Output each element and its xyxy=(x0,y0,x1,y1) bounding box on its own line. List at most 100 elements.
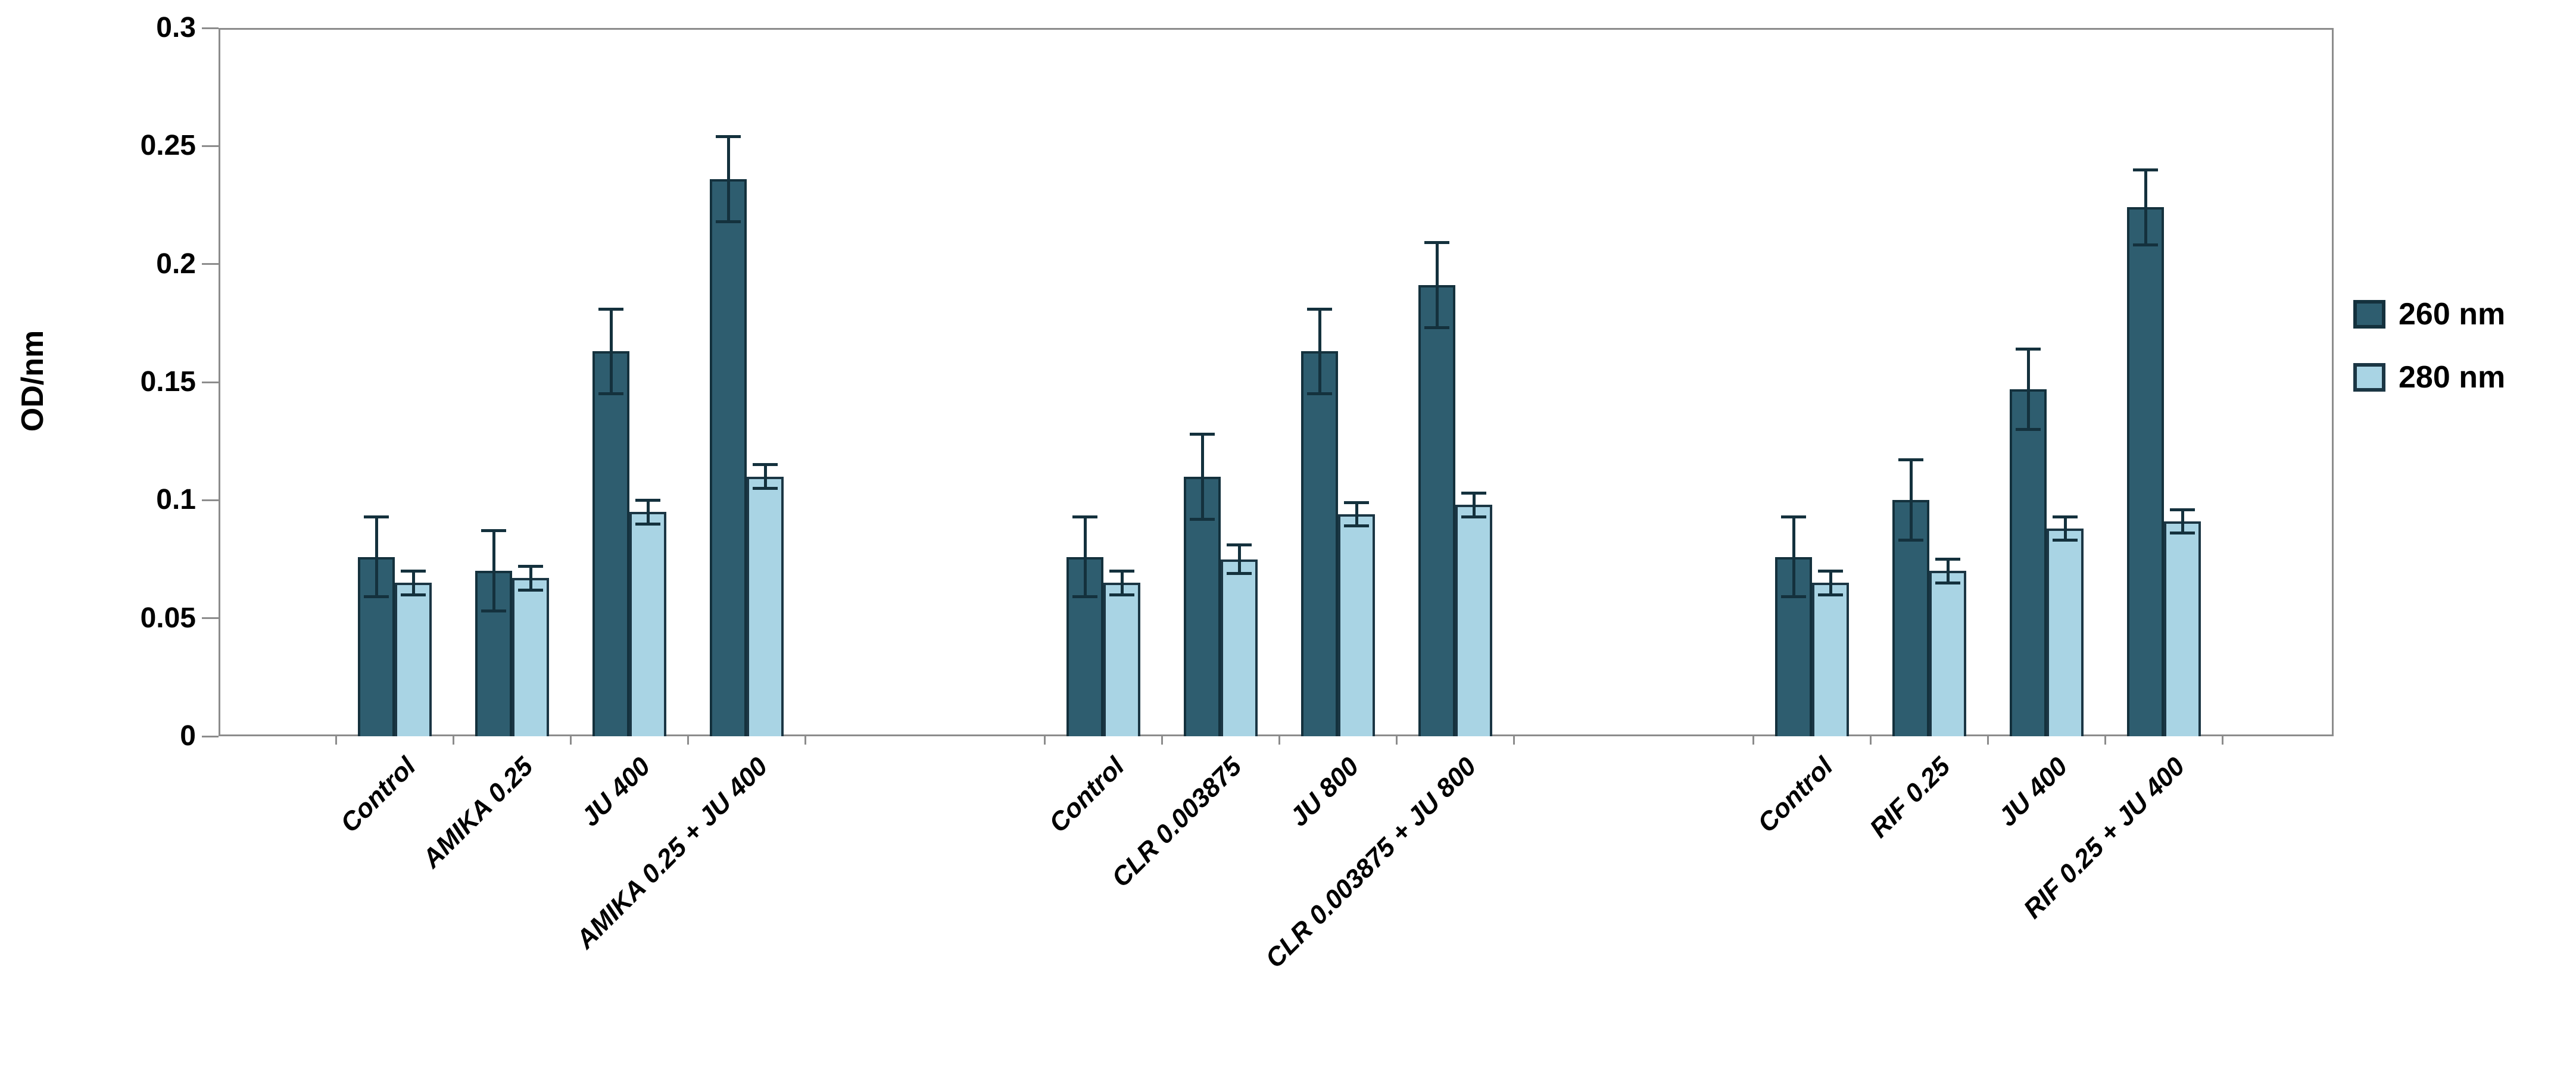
error-bar xyxy=(1344,524,1369,528)
x-axis-tick xyxy=(570,736,572,745)
x-axis-tick xyxy=(1513,736,1515,745)
legend-label-260nm: 260 nm xyxy=(2399,297,2506,332)
y-axis-tick xyxy=(202,145,219,147)
error-bar xyxy=(1781,515,1806,518)
bar-260nm-JU-400 xyxy=(2010,389,2047,736)
y-tick-label: 0.3 xyxy=(156,12,196,43)
legend-item-280nm: 280 nm xyxy=(2353,360,2505,395)
error-bar xyxy=(481,529,506,533)
error-bar xyxy=(2144,170,2147,245)
error-bar xyxy=(1424,326,1449,330)
y-axis-tick xyxy=(202,735,219,737)
y-tick-label: 0.25 xyxy=(140,130,196,162)
error-bar xyxy=(1109,593,1134,596)
error-bar xyxy=(1307,392,1332,396)
error-bar xyxy=(635,522,660,526)
error-bar xyxy=(1344,501,1369,504)
x-axis-label: Control xyxy=(1752,752,1839,839)
error-bar xyxy=(1818,593,1843,596)
bar-280nm-RIF-0.25 xyxy=(1929,571,1966,736)
bar-280nm-AMIKA-0.25 xyxy=(512,578,549,736)
plot-area-frame xyxy=(219,28,2334,736)
error-bar xyxy=(1829,571,1832,595)
error-bar xyxy=(1946,559,1950,583)
error-bar xyxy=(518,564,543,568)
error-bar xyxy=(716,135,741,138)
x-axis-tick xyxy=(687,736,689,745)
legend: 260 nm 280 nm xyxy=(2353,296,2505,423)
error-bar xyxy=(492,530,495,611)
error-bar xyxy=(1190,432,1215,436)
x-axis-label: RIF 0.25 xyxy=(1864,752,1956,843)
x-axis-tick xyxy=(1044,736,1046,745)
bar-280nm-CLR-0.003875-+-JU-800 xyxy=(1455,505,1492,736)
bar-260nm-JU-400 xyxy=(592,351,629,736)
y-axis-tick xyxy=(202,381,219,383)
bar-280nm-AMIKA-0.25-+-JU-400 xyxy=(747,476,784,736)
x-axis-tick xyxy=(1278,736,1280,745)
x-axis-tick xyxy=(1987,736,1989,745)
x-axis-label: CLR 0.003875 + JU 800 xyxy=(1259,752,1482,974)
error-bar xyxy=(1781,595,1806,599)
error-bar xyxy=(364,595,389,599)
bar-260nm-JU-800 xyxy=(1301,351,1338,736)
error-bar xyxy=(518,588,543,592)
x-axis-tick xyxy=(2222,736,2223,745)
x-axis-label: JU 800 xyxy=(1284,752,1365,832)
error-bar xyxy=(1072,515,1097,518)
x-axis-label: AMIKA 0.25 xyxy=(416,752,539,874)
y-axis-tick xyxy=(202,27,219,29)
error-bar xyxy=(1190,517,1215,521)
x-axis-tick xyxy=(1396,736,1398,745)
error-bar xyxy=(1200,434,1204,520)
error-bar xyxy=(1318,309,1321,394)
error-bar xyxy=(753,487,778,490)
bar-280nm-JU-400 xyxy=(2047,528,2084,736)
x-axis-tick xyxy=(1752,736,1754,745)
bar-280nm-Control xyxy=(395,583,432,736)
error-bar xyxy=(646,500,650,524)
error-bar xyxy=(2181,509,2184,533)
error-bar xyxy=(2016,427,2041,431)
error-bar xyxy=(411,571,415,595)
error-bar xyxy=(2016,347,2041,351)
x-axis-label: JU 400 xyxy=(575,752,656,832)
bar-260nm-AMIKA-0.25 xyxy=(475,571,512,736)
error-bar xyxy=(1435,242,1439,328)
bar-260nm-CLR-0.003875-+-JU-800 xyxy=(1418,285,1455,736)
bar-260nm-AMIKA-0.25-+-JU-400 xyxy=(710,179,747,736)
error-bar xyxy=(609,309,613,394)
bar-280nm-CLR-0.003875 xyxy=(1221,559,1258,736)
bar-280nm-Control xyxy=(1103,583,1140,736)
error-bar xyxy=(763,464,767,489)
y-axis-title: OD/nm xyxy=(15,330,50,432)
error-bar xyxy=(1424,241,1449,245)
error-bar xyxy=(1935,558,1960,561)
error-bar xyxy=(401,569,426,573)
y-tick-label: 0.1 xyxy=(156,484,196,516)
error-bar xyxy=(1227,571,1252,575)
error-bar xyxy=(2063,517,2067,540)
error-bar xyxy=(1307,307,1332,311)
bar-280nm-Control xyxy=(1812,583,1849,736)
x-axis-tick xyxy=(335,736,337,745)
error-bar xyxy=(2133,168,2158,171)
error-bar xyxy=(598,307,623,311)
error-bar xyxy=(1072,595,1097,599)
bar-260nm-RIF-0.25-+-JU-400 xyxy=(2127,207,2164,736)
error-bar xyxy=(1472,493,1476,517)
error-bar xyxy=(2053,539,2078,542)
y-tick-label: 0.05 xyxy=(140,602,196,634)
error-bar xyxy=(2133,243,2158,247)
legend-item-260nm: 260 nm xyxy=(2353,296,2505,332)
y-tick-label: 0.15 xyxy=(140,366,196,398)
error-bar xyxy=(1935,581,1960,584)
error-bar xyxy=(1461,491,1486,495)
error-bar xyxy=(1083,517,1087,597)
error-bar xyxy=(635,498,660,502)
error-bar xyxy=(401,593,426,596)
bar-280nm-JU-800 xyxy=(1338,514,1375,736)
error-bar xyxy=(1355,502,1358,526)
error-bar xyxy=(2170,508,2195,511)
